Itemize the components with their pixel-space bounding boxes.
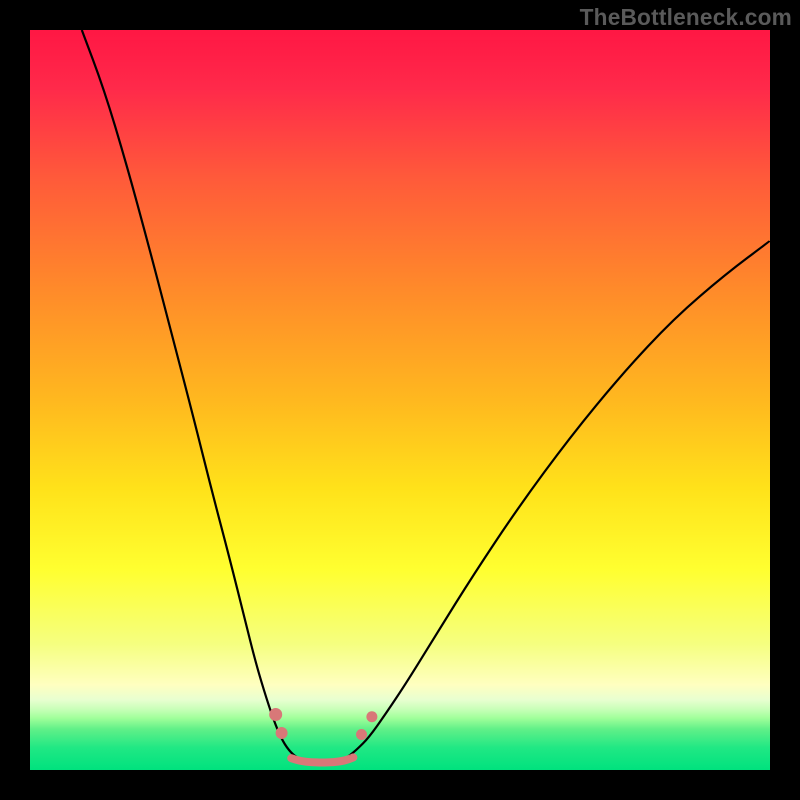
bottleneck-curve-right (333, 241, 770, 762)
left-dot-lower (276, 727, 288, 739)
chart-frame: TheBottleneck.com (0, 0, 800, 800)
right-dot-lower (356, 729, 367, 740)
right-dot-upper (366, 711, 377, 722)
watermark-text: TheBottleneck.com (580, 4, 792, 31)
plot-area (30, 30, 770, 770)
left-dot-upper (269, 708, 282, 721)
curve-layer (30, 30, 770, 770)
valley-floor (291, 757, 353, 762)
bottleneck-curve-left (82, 30, 311, 762)
